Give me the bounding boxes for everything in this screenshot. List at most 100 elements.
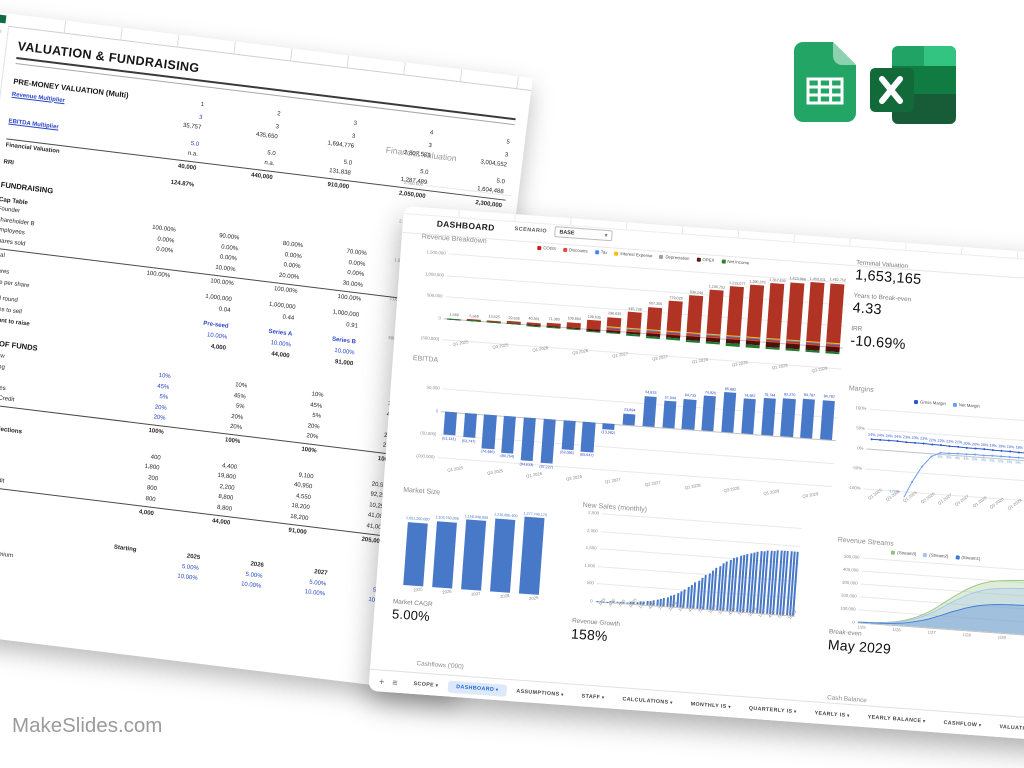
point-label: 21% [954, 440, 963, 445]
legend-swatch [721, 258, 726, 264]
point-label: 5% [1006, 459, 1013, 464]
legend-label: {Stream1} [961, 554, 981, 562]
bar-value-label: (13,582) [601, 430, 616, 436]
bar [760, 397, 776, 436]
sheet-tab-quarterly-is[interactable]: QUARTERLY IS [740, 702, 805, 719]
y-tick-label: 2,500,000 [403, 180, 424, 188]
x-tick-label: 1/25 [857, 624, 866, 630]
x-tick-label: 7/26 [656, 601, 666, 611]
bar-segment-main [706, 289, 724, 339]
y-tick-label: (50,000) [420, 430, 437, 437]
chart-plot: 2,500 2,000 1,500 1,000 500 0 1/25 4/25 7/25 10/2… [584, 510, 802, 620]
chart-plot: 500,000 400,000 300,000 200,000 100,000 0 1/25… [840, 553, 1024, 640]
sheet-tab-cashflow[interactable]: CASHFLOW [935, 716, 990, 732]
gridline [441, 410, 837, 441]
gridline [600, 530, 801, 547]
bar-value-label: 84,787 [823, 394, 836, 400]
bar-segment-net [626, 334, 640, 337]
kpi-stats: Terminal Valuation 1,653,165 Years to Br… [849, 259, 1024, 374]
x-tick-label: Q3 2026 [565, 473, 583, 482]
x-tick-label: 1/28 [716, 605, 726, 616]
point-label: 22% [928, 437, 937, 443]
x-tick-label: Q1 2029 [771, 362, 789, 371]
point-label: 21% [946, 439, 954, 444]
legend-swatch [659, 254, 664, 259]
x-tick-label: Q1 2028 [683, 482, 701, 491]
bar-segment-net [706, 341, 720, 345]
bar-value-label: 296,635 [607, 311, 622, 317]
sheet-tab-assumptions[interactable]: ASSUMPTIONS [508, 684, 572, 701]
revenue-streams-chart: Revenue Streams {Stream3} {Stream2} {Stream… [829, 537, 1024, 645]
bar-value-label: (53,747) [461, 438, 476, 444]
point-label: 19% [998, 444, 1006, 449]
legend-item: Depreciation [659, 254, 690, 261]
legend-label: OPEX [702, 257, 715, 263]
legend-item: {Stream1} [955, 554, 981, 562]
point-label: 4% [980, 457, 987, 463]
x-tick-label: 1/27 [676, 602, 686, 613]
x-tick-label: 1/26 [892, 626, 901, 633]
legend-swatch [537, 245, 542, 250]
sheet-tab-bar: + ≡ SCOPEDASHBOARDASSUMPTIONSSTAFFCALCUL… [368, 668, 1024, 742]
legend-swatch [696, 257, 701, 262]
add-sheet-icon[interactable]: + [378, 675, 385, 687]
x-tick-label: Q1 2029 [762, 488, 780, 496]
point-label: 5% [997, 458, 1004, 464]
bar-value-label: 57,044 [664, 395, 677, 401]
point-label: 3% [937, 455, 943, 460]
all-sheets-menu-icon[interactable]: ≡ [392, 676, 398, 688]
google-sheets-icon [794, 42, 856, 127]
bar [602, 422, 616, 430]
legend-item: {Stream2} [923, 552, 949, 559]
y-tick-label: 500,000 [426, 292, 443, 299]
legend-label: Net Income [727, 258, 750, 266]
ebitda-chart: EBITDA 50,000 0 (50,000) (100,000) (51,141) (5… [402, 355, 842, 512]
point-label: 20% [972, 441, 980, 447]
point-label: 24% [868, 432, 876, 438]
y-tick-label: (500,000) [420, 335, 440, 342]
bar-segment-net [487, 321, 501, 324]
bar-value-label: 1,357,630 [769, 277, 786, 284]
sheet-tab-monthly-is[interactable]: MONTHLY IS [682, 697, 739, 713]
sheet-tab-valuation[interactable]: VALUATION [991, 720, 1024, 736]
bar-value-label: 40,561 [528, 316, 540, 322]
bar-segment-main [686, 295, 703, 337]
y-tick-label: 50,000 [426, 384, 440, 391]
bar-segment-net [805, 349, 820, 354]
sheet-tab-scope[interactable]: SCOPE [405, 677, 447, 692]
point-label: 5% [989, 458, 995, 463]
bar [540, 418, 556, 464]
x-tick-label: 2027 [470, 590, 481, 597]
bar [501, 415, 517, 454]
bar-segment-net [666, 337, 680, 341]
sheet-tab-yearly-is[interactable]: YEARLY IS [806, 706, 858, 722]
sheet-tab-staff[interactable]: STAFF [573, 689, 613, 704]
bar-segment-net [765, 346, 780, 350]
y-tick-label: 2,500 [588, 509, 600, 516]
legend-swatch [614, 251, 619, 256]
x-tick-label: 1/26 [636, 599, 647, 610]
sheet-tab-calculations[interactable]: CALCULATIONS [614, 692, 681, 709]
bar [741, 398, 756, 434]
legend-swatch [923, 552, 928, 557]
y-tick-label: 0 [852, 619, 855, 625]
point-label: 20% [980, 442, 989, 447]
bar-value-label: 1,290,375 [749, 279, 766, 285]
point-label: 22% [937, 438, 946, 443]
bar [681, 398, 697, 430]
y-tick-label: 1,500,000 [426, 249, 446, 256]
bar [481, 414, 497, 450]
cell [196, 181, 274, 201]
sheet-tab-dashboard[interactable]: DASHBOARD [447, 680, 507, 697]
bar-value-label: 85,882 [724, 386, 737, 392]
stat-value: May 2029 [827, 636, 892, 657]
legend-item: Net Income [721, 258, 749, 265]
bar [622, 413, 636, 426]
bar-segment-net [546, 326, 561, 329]
x-tick-label: 7/28 [736, 607, 746, 617]
sheet-corner-box [0, 14, 7, 24]
sheet-tab-yearly-balance[interactable]: YEARLY BALANCE [859, 710, 934, 727]
bar-value-label: 71,383 [548, 316, 560, 322]
bar-value-label: (97,227) [539, 464, 554, 470]
legend-item: COGS [537, 245, 556, 251]
